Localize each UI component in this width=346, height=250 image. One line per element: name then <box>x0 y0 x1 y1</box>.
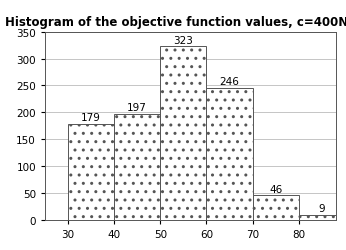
Text: 9: 9 <box>318 204 325 214</box>
Text: 46: 46 <box>269 184 282 194</box>
Bar <box>207 88 253 220</box>
Bar <box>299 215 345 220</box>
Bar <box>253 195 299 220</box>
Bar <box>114 114 160 220</box>
Text: 179: 179 <box>81 112 101 122</box>
Text: 246: 246 <box>220 77 239 86</box>
Text: 323: 323 <box>173 36 193 45</box>
Text: 197: 197 <box>127 103 147 113</box>
Bar <box>160 47 207 220</box>
Title: Histogram of the objective function values, c=400N.s/m: Histogram of the objective function valu… <box>5 16 346 28</box>
Bar <box>68 124 114 220</box>
